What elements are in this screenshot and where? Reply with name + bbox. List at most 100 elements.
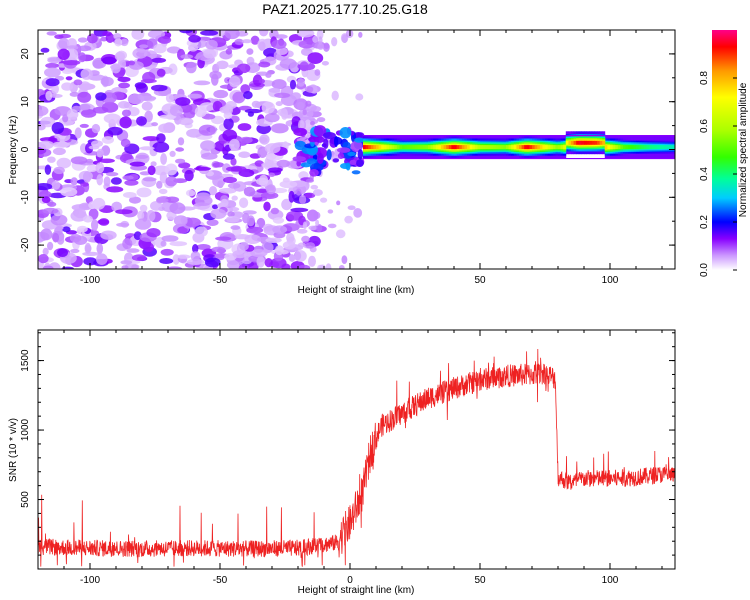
noise-blob: [299, 61, 309, 72]
noise-blob: [228, 76, 241, 88]
noise-blob: [49, 93, 63, 98]
noise-blob: [111, 201, 123, 212]
noise-blob: [203, 49, 217, 59]
noise-blob: [270, 257, 287, 269]
noise-blob: [219, 106, 232, 114]
noise-blob: [110, 177, 122, 185]
y-tick-label: 20: [20, 48, 31, 60]
y-tick-label: 1000: [20, 418, 31, 441]
signal-band-cell: [493, 145, 496, 150]
noise-blob: [177, 226, 188, 234]
noise-blob: [56, 225, 64, 231]
signal-band-cell: [438, 145, 442, 150]
noise-blob: [323, 42, 330, 52]
signal-band-cell: [443, 145, 447, 150]
noise-blob: [220, 198, 229, 207]
signal-band-cell: [402, 145, 405, 150]
signal-band-cell: [539, 145, 543, 150]
noise-blob: [228, 207, 240, 212]
noise-blob: [213, 89, 229, 99]
noise-blob: [203, 248, 212, 254]
noise-blob: [52, 147, 66, 156]
noise-blob: [308, 255, 316, 267]
noise-blob: [310, 121, 315, 126]
noise-blob: [135, 152, 150, 164]
noise-blob: [305, 242, 316, 249]
signal-band-cell: [404, 145, 408, 150]
noise-blob: [256, 188, 269, 193]
noise-blob: [40, 228, 53, 241]
signal-band-cell: [370, 145, 374, 150]
noise-blob: [316, 224, 323, 233]
noise-blob: [45, 90, 53, 101]
noise-blob: [39, 190, 52, 199]
noise-blob: [246, 48, 254, 55]
noise-blob: [251, 100, 261, 108]
noise-blob: [243, 91, 253, 100]
spectrogram-x-label: Height of straight line (km): [298, 285, 415, 296]
noise-blob: [320, 197, 328, 203]
noise-blob: [131, 254, 147, 261]
signal-band-cell: [482, 145, 486, 150]
signal-band-cell: [365, 145, 369, 150]
noise-blob: [188, 35, 201, 43]
noise-blob: [82, 215, 93, 223]
noise-blob: [126, 248, 140, 253]
noise-blob: [122, 238, 133, 250]
colorbar-gradient: [712, 30, 737, 270]
noise-blob: [120, 38, 129, 47]
noise-blob: [246, 215, 255, 227]
noise-blob: [88, 201, 98, 210]
noise-blob: [179, 30, 193, 34]
noise-blob: [222, 129, 238, 142]
colorbar: 0.0 0.2 0.4 0.6 0.8 Normalized spectral ampl…: [699, 30, 749, 277]
noise-blob: [158, 188, 168, 195]
signal-band-cell: [659, 145, 663, 150]
signal-band-cell: [430, 145, 434, 150]
noise-blob: [135, 83, 148, 93]
noise-blob: [77, 225, 88, 233]
noise-blob: [175, 158, 186, 164]
noise-blob: [128, 60, 136, 66]
noise-blob: [205, 39, 218, 50]
signal-band-cell: [558, 145, 561, 150]
transition-blob: [323, 138, 329, 149]
noise-blob: [347, 205, 356, 210]
noise-blob: [268, 87, 281, 93]
signal-band-cell: [485, 145, 489, 150]
transition-blob: [349, 159, 357, 165]
signal-band-cell: [597, 140, 600, 145]
spectrogram-x-ticks: -100 -50 0 50 100: [37, 30, 663, 286]
snr-x-ticks: -100 -50 0 50 100: [37, 330, 663, 586]
noise-blob: [294, 250, 307, 262]
noise-blob: [136, 116, 147, 126]
noise-blob: [212, 175, 226, 188]
noise-blob: [223, 117, 234, 130]
noise-blob: [335, 229, 346, 239]
noise-blob: [270, 123, 289, 134]
noise-blob: [260, 191, 279, 200]
noise-blob: [276, 159, 291, 168]
noise-blob: [226, 215, 240, 223]
noise-blob: [157, 36, 172, 44]
noise-blob: [336, 200, 341, 206]
signal-band-cell: [386, 145, 390, 150]
signal-band-cell: [552, 145, 556, 150]
noise-blob: [247, 111, 254, 117]
noise-blob: [246, 226, 264, 234]
noise-blob: [84, 242, 92, 254]
spectrogram-y-label: Frequency (Hz): [8, 116, 19, 185]
noise-blob: [53, 166, 65, 175]
noise-blob: [304, 119, 312, 131]
signal-band-cell: [521, 145, 525, 150]
noise-blob: [111, 63, 121, 74]
signal-band-cell: [664, 145, 668, 150]
transition-blob: [334, 135, 339, 148]
signal-band-cell: [376, 145, 379, 150]
noise-blob: [194, 166, 211, 171]
noise-blob: [265, 72, 272, 78]
noise-blob: [211, 246, 226, 253]
signal-band-cell: [454, 145, 457, 150]
signal-band-cell: [576, 140, 580, 145]
noise-blob: [107, 126, 123, 136]
